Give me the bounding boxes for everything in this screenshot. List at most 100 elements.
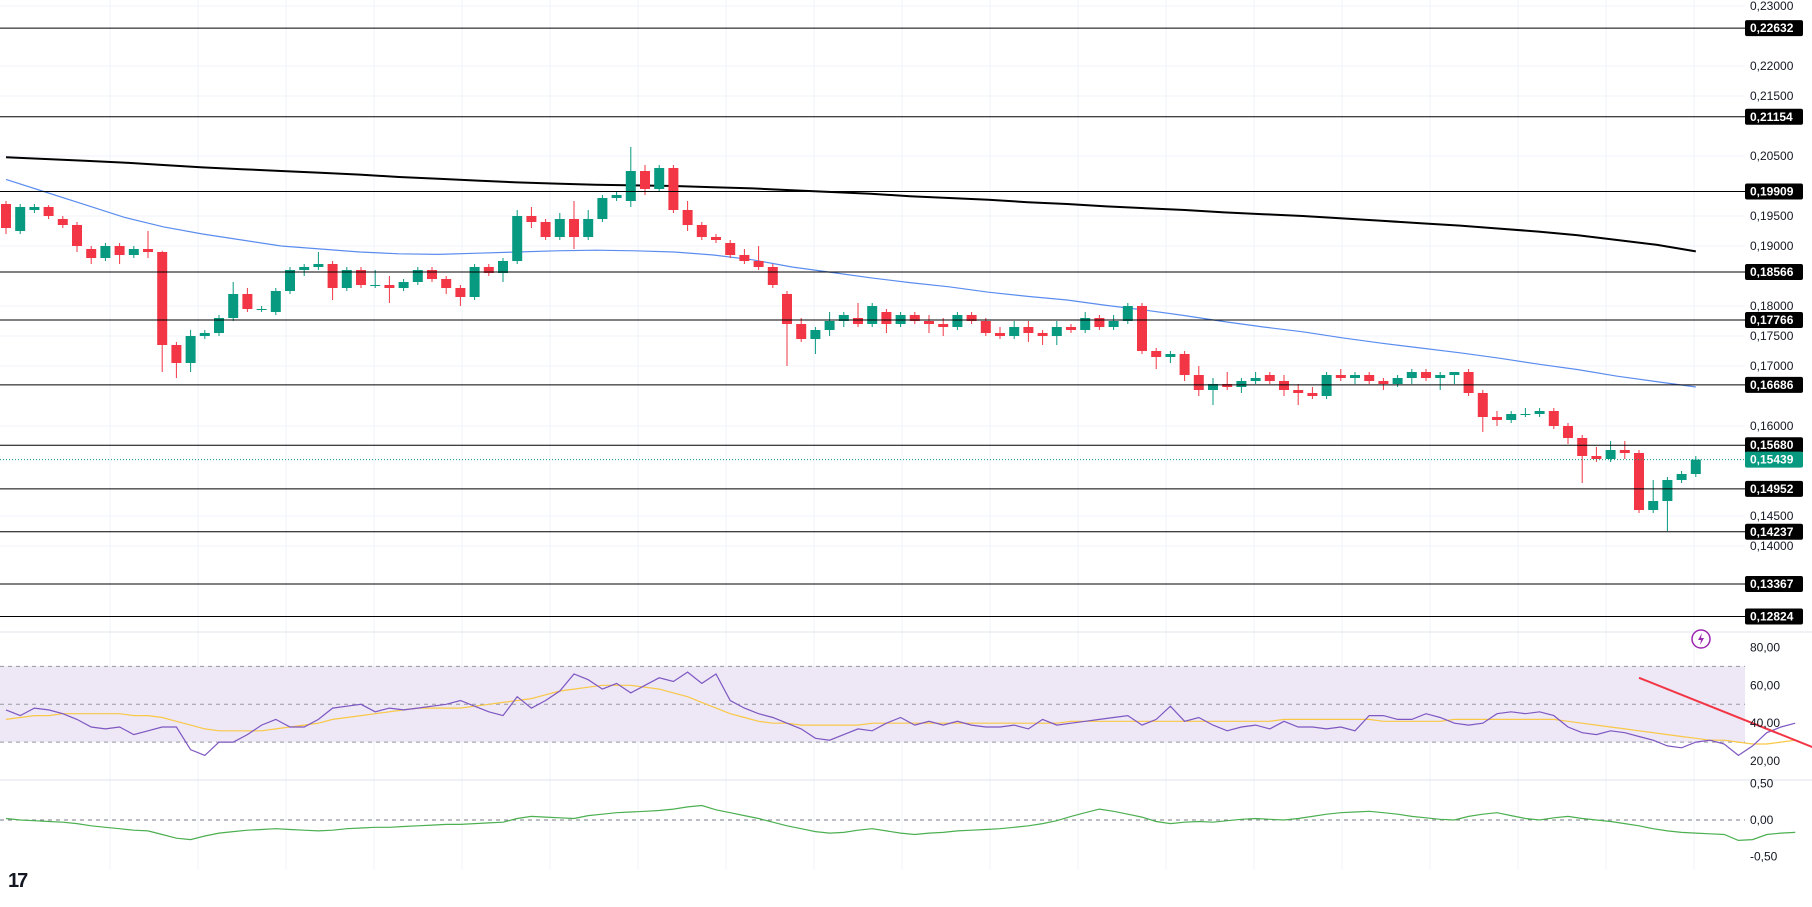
candle-body [881, 312, 892, 324]
level-tag-label: 0,22632 [1750, 21, 1794, 35]
candle [924, 315, 934, 333]
price-tick-label: 0,20500 [1750, 149, 1794, 163]
candle-body [441, 279, 452, 288]
candle [1037, 330, 1048, 345]
price-axis[interactable]: 0,23000 0,22000 0,21500 0,20500 0,19500 0,190… [1745, 0, 1803, 863]
candle-body [909, 315, 920, 321]
oscillator-tick-label: 20,00 [1750, 754, 1780, 768]
oscillator-tick-label: 40,00 [1750, 716, 1780, 730]
candle-body [583, 219, 594, 237]
candle [214, 315, 224, 336]
candle-body [1094, 318, 1105, 327]
candle-body [57, 219, 68, 225]
candle [72, 222, 82, 252]
candle [1137, 303, 1147, 354]
candle [1009, 321, 1020, 339]
candle-body [1179, 354, 1190, 375]
oscillator-pane[interactable] [0, 665, 1812, 757]
candle-body [1236, 381, 1247, 387]
candle-body [1009, 327, 1020, 336]
candle [498, 258, 508, 282]
candle [143, 231, 153, 258]
candle-body [838, 315, 849, 321]
candle-body [824, 321, 835, 330]
candle [441, 276, 452, 294]
candle-body [1321, 375, 1332, 396]
candle [583, 210, 594, 240]
candle-body [767, 267, 778, 285]
candle-body [1250, 378, 1261, 381]
candle [867, 303, 878, 327]
level-tag [1745, 575, 1803, 592]
candle [995, 327, 1005, 339]
candle [640, 165, 650, 195]
candle [540, 219, 551, 240]
candle [1378, 378, 1389, 390]
candle [1563, 423, 1573, 444]
candle-body [966, 315, 977, 321]
price-tick-label: 0,22000 [1750, 59, 1794, 73]
candle [356, 267, 366, 288]
candle-body [1, 204, 11, 228]
trend-line [1638, 676, 1812, 749]
candle-body [952, 315, 963, 327]
candle [1690, 456, 1701, 477]
candle [1122, 303, 1133, 324]
candle [554, 213, 565, 240]
momentum-tick-label: 0,00 [1750, 813, 1774, 827]
candle-body [114, 246, 125, 255]
candle [909, 312, 920, 324]
candle [1350, 372, 1360, 384]
candle [1222, 372, 1233, 390]
price-pane[interactable] [0, 27, 1745, 618]
candle-body [1023, 327, 1034, 333]
momentum-tick-label: 0,50 [1750, 777, 1774, 791]
candle-body [682, 210, 693, 225]
candle [128, 246, 139, 258]
level-tag [1745, 183, 1803, 200]
candle-body [1392, 378, 1403, 384]
candle [1449, 372, 1460, 384]
candle-body [1506, 414, 1517, 420]
candle-body [1193, 375, 1204, 390]
candle-body [171, 345, 182, 363]
candle [1435, 372, 1446, 390]
price-tick-label: 0,19000 [1750, 239, 1794, 253]
candle-body [640, 171, 650, 189]
candle-body [924, 321, 934, 324]
candle-body [980, 321, 991, 333]
level-tag-label: 0,14237 [1750, 525, 1794, 539]
momentum-pane[interactable] [0, 804, 1796, 842]
candle-body [569, 219, 579, 237]
candle [114, 243, 125, 264]
candle-body [242, 294, 253, 309]
level-tag-label: 0,18566 [1750, 265, 1794, 279]
candle [384, 276, 395, 303]
candle-body [398, 282, 409, 288]
candle [299, 264, 310, 276]
candle-body [1520, 414, 1531, 415]
candle [668, 165, 679, 213]
candle [327, 261, 338, 300]
level-tag-label: 0,14952 [1750, 482, 1794, 496]
moving-average-line [5, 156, 1696, 253]
level-tag [1745, 437, 1803, 454]
candle-body [199, 333, 210, 336]
lightning-icon[interactable] [1691, 629, 1711, 649]
level-tag [1745, 376, 1803, 393]
candle-body [214, 318, 224, 333]
candle [1279, 375, 1289, 396]
moving-average-line [5, 178, 1696, 388]
candle-body [412, 270, 423, 282]
candle-body [341, 270, 352, 288]
level-tag [1745, 523, 1803, 540]
candle-body [86, 249, 97, 258]
candle [1506, 411, 1517, 423]
candle [427, 267, 437, 282]
candle-body [384, 285, 395, 288]
candle-body [696, 225, 707, 237]
candle [767, 264, 778, 288]
candle [980, 318, 991, 336]
candle-body [739, 255, 750, 261]
